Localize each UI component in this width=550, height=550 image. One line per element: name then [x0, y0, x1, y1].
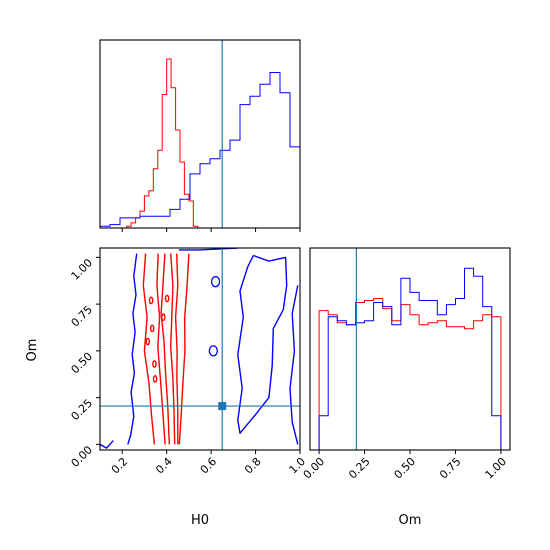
x-axis-label-om: Om [399, 513, 422, 528]
h0-hist-series-1 [126, 58, 199, 228]
om-marginal-histogram: 0.00 0.25 0.50 0.75 1.00 [301, 247, 511, 482]
contour-s2-3 [237, 254, 288, 434]
joint-x-tick-label-3: 0.8 [242, 455, 264, 477]
joint-x-tick-label-0: 0.2 [109, 455, 131, 477]
x-axis-label-h0: H0 [191, 513, 209, 528]
joint-y-tick-label-0: 0.00 [69, 443, 96, 470]
h0-hist-series-2 [99, 72, 301, 228]
contour-island-1 [210, 276, 221, 288]
om-x-tick-label-1: 0.25 [346, 455, 373, 482]
contour-s2-4 [289, 285, 299, 445]
h0-om-contour-panel: 0.2 0.4 0.6 0.8 1.00.000.250.500.751.00 [69, 247, 308, 477]
contour-blob-2 [148, 296, 154, 305]
contour-s2-1 [127, 253, 138, 445]
om-x-tick-label-3: 0.75 [437, 455, 464, 482]
h0-hist-frame [99, 39, 301, 229]
h0-marginal-histogram [99, 39, 301, 232]
contour-s2-5 [100, 440, 114, 449]
om-x-tick-label-0: 0.00 [301, 455, 328, 482]
joint-y-tick-label-3: 0.75 [69, 303, 96, 330]
joint-contours [100, 248, 299, 449]
contour-s1-5 [174, 253, 179, 445]
joint-x-tick-label-1: 0.4 [153, 455, 175, 477]
om-x-tick-label-2: 0.50 [392, 455, 419, 482]
contour-blob-4 [164, 294, 170, 303]
om-hist-frame [309, 247, 511, 451]
contour-blob-0 [149, 324, 155, 333]
contour-s1-2 [156, 253, 166, 445]
joint-y-tick-label-2: 0.50 [69, 350, 96, 377]
joint-frame [99, 247, 301, 451]
contour-s1-3 [160, 253, 170, 445]
contour-s1-4 [170, 253, 176, 445]
contour-blob-5 [161, 313, 166, 322]
contour-island-0 [208, 345, 218, 357]
contour-blob-3 [145, 337, 151, 346]
contour-blob-6 [152, 375, 158, 383]
joint-truth-marker [218, 402, 227, 411]
om-x-tick-label-4: 1.00 [483, 455, 510, 482]
contour-s1-1 [142, 253, 156, 445]
contour-blob-1 [152, 360, 157, 368]
joint-x-tick-label-2: 0.6 [198, 455, 220, 477]
joint-y-tick-label-4: 1.00 [69, 256, 96, 283]
contour-s1-6 [178, 253, 190, 445]
joint-y-tick-label-1: 0.25 [69, 397, 96, 424]
om-hist-series-2 [318, 267, 502, 450]
y-axis-label-om: Om [25, 339, 40, 362]
